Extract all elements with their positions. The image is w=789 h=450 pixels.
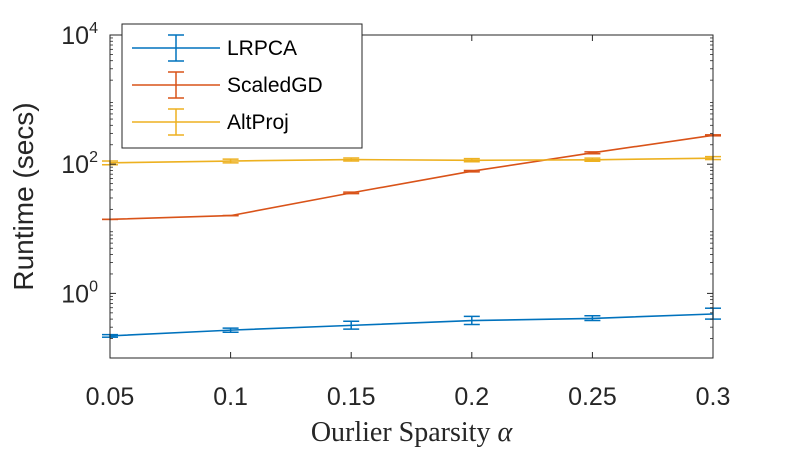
y-tick-label: 100 bbox=[61, 278, 98, 308]
errorbar bbox=[463, 157, 480, 163]
errorbar bbox=[343, 191, 360, 195]
errorbar bbox=[343, 320, 360, 330]
series-line-scaledgd bbox=[109, 134, 714, 221]
y-axis-label: Runtime (secs) bbox=[8, 102, 39, 290]
series-line-altproj bbox=[109, 157, 714, 164]
axes-frame bbox=[109, 34, 714, 359]
x-tick-label: 0.2 bbox=[454, 383, 489, 411]
errorbar bbox=[463, 169, 480, 173]
y-tick-label: 102 bbox=[61, 149, 98, 179]
legend-label: ScaledGD bbox=[227, 74, 323, 97]
x-tick-label: 0.1 bbox=[213, 383, 248, 411]
legend-item-scaledgd: ScaledGD bbox=[132, 71, 323, 99]
errorbar bbox=[584, 151, 601, 155]
errorbar bbox=[584, 157, 601, 163]
legend-item-lrpca: LRPCA bbox=[132, 34, 297, 62]
series-lrpca bbox=[102, 307, 721, 338]
x-tick-label: 0.25 bbox=[568, 383, 617, 411]
y-tick-exponent: 0 bbox=[89, 278, 98, 295]
legend-item-altproj: AltProj bbox=[132, 108, 289, 136]
x-tick-label: 0.05 bbox=[86, 383, 135, 411]
x-tick-label: 0.3 bbox=[696, 383, 731, 411]
legend: LRPCA ScaledGD AltProj bbox=[121, 23, 363, 149]
x-axis-label-symbol: α bbox=[497, 417, 513, 448]
errorbar bbox=[584, 315, 601, 322]
errorbar bbox=[463, 315, 480, 326]
legend-label: LRPCA bbox=[227, 37, 297, 60]
errorbar bbox=[222, 327, 239, 334]
y-tick-exponent: 2 bbox=[89, 149, 98, 166]
x-axis-label: Ourlier Sparsity α bbox=[311, 417, 514, 448]
y-tick-label: 104 bbox=[61, 20, 98, 50]
x-axis-label-text: Ourlier Sparsity bbox=[311, 417, 498, 448]
y-tick-base: 10 bbox=[61, 280, 89, 308]
y-tick-exponent: 4 bbox=[89, 20, 98, 37]
errorbar bbox=[343, 157, 360, 162]
x-tick-label: 0.15 bbox=[327, 383, 376, 411]
legend-box bbox=[121, 23, 363, 149]
y-tick-base: 10 bbox=[61, 151, 89, 179]
legend-label: AltProj bbox=[227, 111, 289, 134]
errorbar bbox=[222, 158, 239, 164]
y-tick-base: 10 bbox=[61, 22, 89, 50]
series-line-lrpca bbox=[109, 313, 714, 337]
